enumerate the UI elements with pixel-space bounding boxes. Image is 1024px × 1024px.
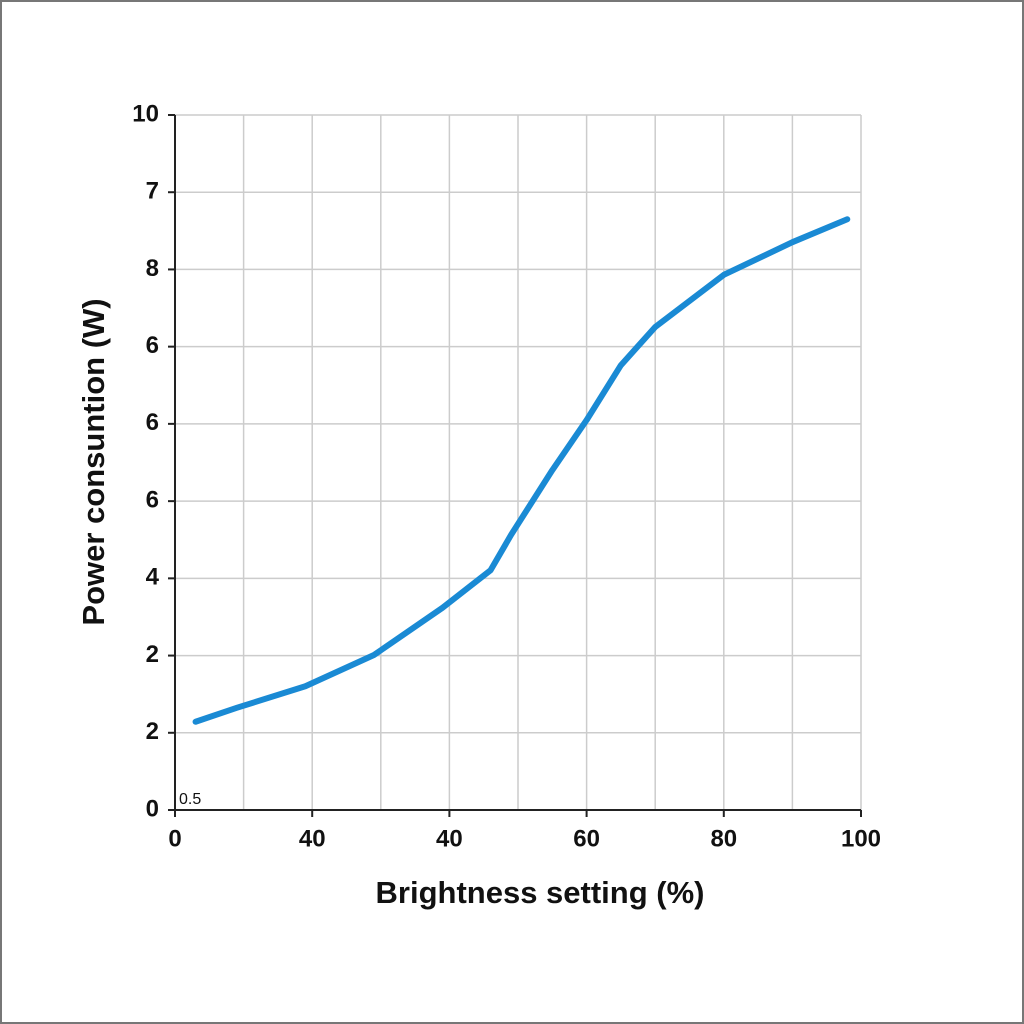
y-tick-label: 2 xyxy=(146,718,159,745)
x-tick-label: 100 xyxy=(841,825,881,852)
line-series xyxy=(192,216,851,725)
y-tick-label: 6 xyxy=(146,332,159,359)
y-tick-label: 0 xyxy=(146,795,159,822)
y-tick-label: 4 xyxy=(146,564,160,591)
y-tick-label: 6 xyxy=(146,486,159,513)
x-tick-label: 60 xyxy=(573,825,600,852)
x-tick-label: 40 xyxy=(299,825,326,852)
y-tick-label: 6 xyxy=(146,409,159,436)
x-tick-label: 40 xyxy=(436,825,463,852)
y-tick-label: 10 xyxy=(132,100,159,127)
y-tick-label: 7 xyxy=(146,178,159,205)
x-tick-label: 80 xyxy=(710,825,737,852)
x-tick-label: 0 xyxy=(168,825,181,852)
y-tick-label: 8 xyxy=(146,255,159,282)
x-axis-title: Brightness setting (%) xyxy=(376,875,705,910)
annotation: 0.5 xyxy=(179,791,201,808)
y-axis-title: Power consuntion (W) xyxy=(76,298,111,625)
y-tick-label: 2 xyxy=(146,641,159,668)
